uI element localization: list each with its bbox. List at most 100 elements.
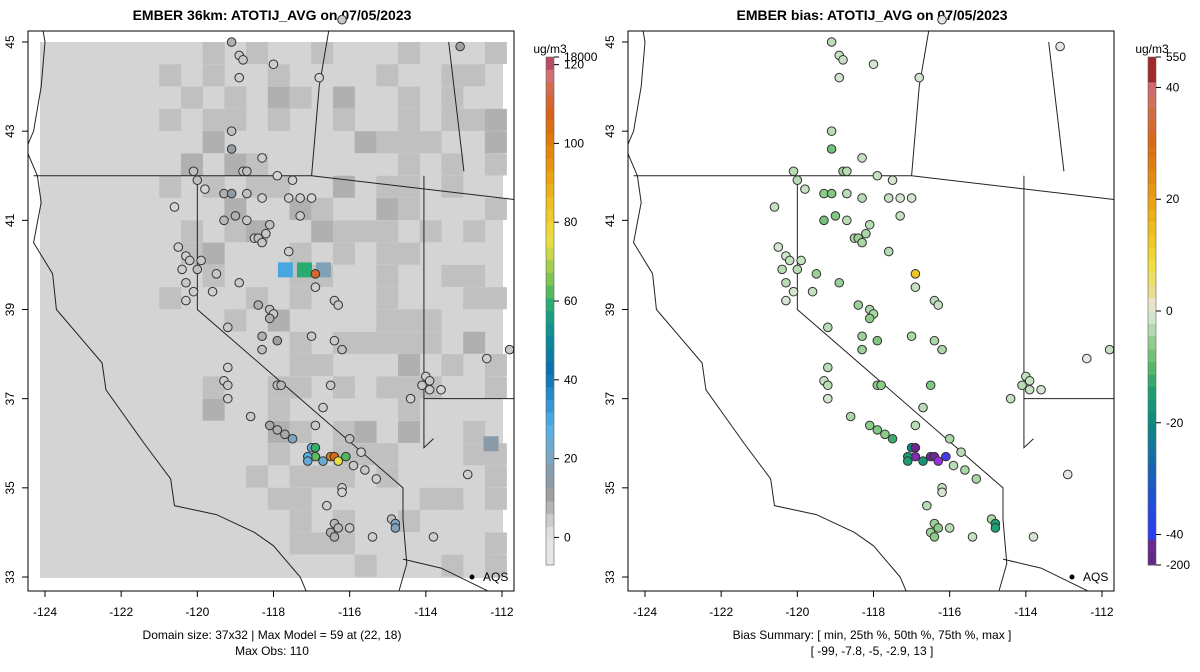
colorbar-tick-label: -40: [1166, 528, 1184, 542]
grid-cell: [398, 198, 421, 221]
aqs-marker: [469, 574, 475, 580]
station-point: [337, 487, 347, 498]
colorbar-swatch: [546, 438, 554, 452]
grid-cell: [441, 108, 464, 131]
grid-cell: [354, 331, 377, 354]
colorbar-swatch: [1148, 374, 1156, 388]
grid-cell: [311, 198, 334, 221]
station-point: [853, 300, 864, 310]
station-point: [838, 55, 848, 65]
colorbar-swatch: [546, 69, 554, 83]
colorbar-swatch: [546, 158, 554, 172]
station-point: [1028, 532, 1039, 542]
x-tick-label: -118: [862, 605, 885, 619]
grid-cell: [441, 153, 464, 176]
grid-cell: [354, 420, 377, 443]
station-point: [223, 393, 233, 404]
colorbar-swatch: [546, 234, 554, 248]
grid-cell: [289, 198, 312, 221]
station-point: [792, 175, 803, 186]
grid-cell: [289, 487, 312, 510]
station-point: [417, 380, 427, 391]
grid-cell: [463, 331, 486, 354]
station-point: [283, 246, 294, 257]
x-tick-label: -114: [1014, 605, 1037, 619]
station-point: [906, 193, 917, 203]
grid-cell: [332, 376, 355, 399]
x-tick-label: -116: [938, 605, 961, 619]
station-point: [367, 532, 378, 542]
grid-cell: [289, 510, 312, 533]
grid-cell: [159, 175, 182, 198]
colorbar-swatch: [1148, 387, 1156, 401]
station-point: [337, 344, 347, 355]
colorbar-swatch: [1148, 526, 1156, 541]
grid-cell: [202, 398, 225, 421]
grid-cell: [484, 42, 507, 64]
colorbar-swatch: [546, 171, 554, 185]
colorbar-swatch: [1148, 95, 1156, 109]
station-point: [918, 456, 928, 466]
grid-cell: [419, 331, 442, 354]
station-point: [295, 193, 305, 203]
colorbar-tick-label: 40: [1166, 80, 1180, 94]
colorbar-swatch: [1148, 361, 1156, 375]
grid-cell: [484, 153, 507, 176]
grid-cell: [398, 510, 421, 533]
station-point: [1024, 384, 1035, 395]
colorbar-swatch: [1148, 514, 1156, 528]
colorbar-swatch: [546, 399, 554, 414]
grid-cell: [419, 220, 442, 243]
colorbar-swatch: [546, 476, 554, 490]
aqs-legend: AQS: [469, 570, 508, 584]
colorbar-swatch: [546, 222, 554, 236]
station-point: [834, 277, 845, 288]
state-boundaries: [28, 31, 514, 591]
station-point: [322, 500, 332, 511]
grid-cell: [267, 398, 290, 421]
grid-cell: [398, 331, 421, 354]
station-point: [883, 246, 894, 257]
x-axis: -124 -122 -120 -118 -116 -114 -112: [33, 591, 514, 619]
panel-title: EMBER bias: ATOTIJ_AVG on 07/05/2023: [736, 7, 1007, 23]
grid-cell-highlight: [277, 262, 293, 278]
station-point: [504, 344, 515, 355]
grid-cell: [354, 131, 377, 154]
station-point: [287, 433, 298, 444]
model-grid: [40, 42, 507, 578]
station-point: [880, 429, 890, 440]
station-point: [310, 282, 321, 293]
station-point: [895, 211, 905, 221]
station-point: [390, 523, 401, 533]
grid-cell: [311, 465, 334, 488]
station-point: [226, 188, 237, 199]
station-point: [918, 402, 928, 413]
grid-cell: [484, 131, 507, 154]
station-point: [223, 362, 233, 373]
colorbar-swatch: [1148, 438, 1156, 452]
station-point: [960, 465, 970, 475]
station-point: [823, 322, 833, 333]
y-tick-label: 33: [603, 570, 617, 584]
grid-cell: [311, 532, 334, 555]
colorbar-swatch: [546, 120, 554, 134]
id-border: [911, 31, 930, 176]
station-point: [200, 184, 210, 194]
grid-cell: [398, 309, 421, 332]
station-point: [226, 144, 237, 154]
grid-cell: [376, 465, 399, 488]
colorbar-swatch: [546, 336, 554, 350]
aqs-marker: [1069, 574, 1075, 580]
station-point: [1104, 344, 1115, 355]
colorbar-swatch: [546, 463, 554, 477]
y-axis: 33 35 37 39 41 43 45: [603, 35, 628, 584]
colorbar-swatch: [1148, 425, 1156, 439]
station-point: [937, 14, 947, 25]
coastline: [628, 31, 907, 591]
station-point: [264, 420, 275, 431]
colorbar-swatch: [546, 552, 554, 566]
colorbar-swatch: [1148, 501, 1156, 515]
station-point: [226, 37, 237, 47]
station-point: [902, 456, 913, 466]
